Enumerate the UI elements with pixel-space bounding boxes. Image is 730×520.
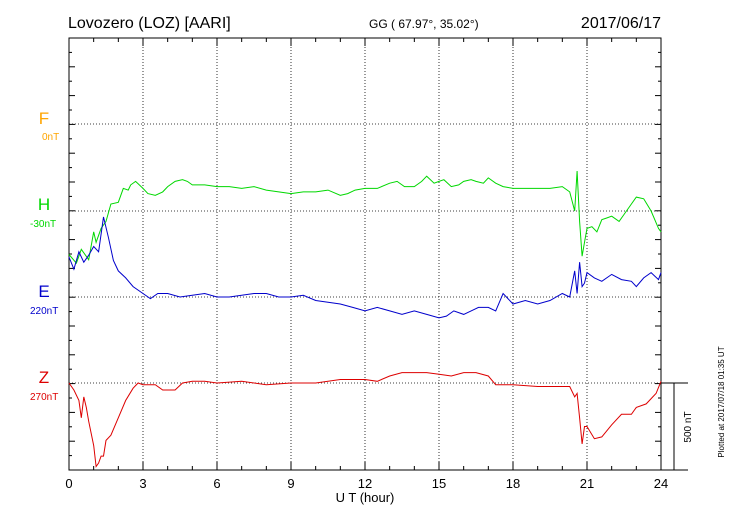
x-tick-label-9: 9: [287, 476, 294, 491]
x-tick-label-15: 15: [432, 476, 446, 491]
baseline-label-h: -30nT: [30, 219, 56, 230]
channel-label-z: Z: [39, 368, 49, 387]
series-lines: [68, 170, 662, 468]
baseline-label-f: 0nT: [42, 132, 59, 143]
x-tick-label-21: 21: [580, 476, 594, 491]
x-tick-label-18: 18: [506, 476, 520, 491]
date-label: 2017/06/17: [581, 15, 661, 32]
x-tick-label-24: 24: [654, 476, 668, 491]
x-tick-label-0: 0: [65, 476, 72, 491]
x-tick-label-3: 3: [139, 476, 146, 491]
scale-bar: [661, 382, 688, 471]
grid-lines: [69, 38, 661, 470]
series-line-h: [68, 170, 662, 265]
channel-label-h: H: [38, 195, 50, 214]
station-title: Lovozero (LOZ) [AARI]: [68, 15, 231, 32]
scale-bar-label: 500 nT: [683, 411, 694, 442]
coordinates-label: GG ( 67.97°, 35.02°): [369, 17, 479, 31]
plotted-timestamp: Plotted at 2017/07/18 01:35 UT: [717, 346, 726, 457]
channel-label-f: F: [39, 109, 49, 128]
baseline-label-z: 270nT: [30, 392, 58, 403]
x-axis-label: U T (hour): [336, 490, 395, 505]
tick-marks: [68, 38, 662, 470]
series-line-e: [68, 216, 662, 319]
x-tick-labels: 0 3 6 9 12 15 18 21 24: [65, 476, 668, 491]
x-tick-label-12: 12: [358, 476, 372, 491]
x-tick-label-6: 6: [213, 476, 220, 491]
series-line-z: [68, 372, 662, 468]
channel-label-e: E: [38, 282, 49, 301]
baseline-label-e: 220nT: [30, 306, 58, 317]
